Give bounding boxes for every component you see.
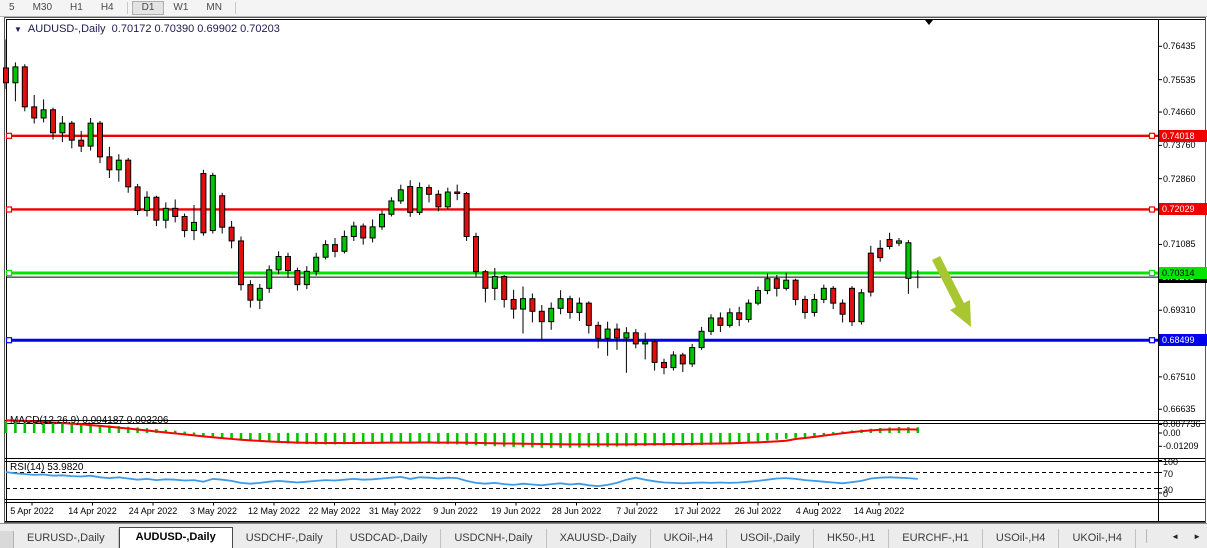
symbol-tab-audusddaily[interactable]: AUDUSD-,Daily xyxy=(118,527,233,548)
date-label: 17 Jul 2022 xyxy=(674,506,721,516)
timeframe-button-D1[interactable]: D1 xyxy=(131,1,165,15)
macd-tick: 0.007736 xyxy=(1163,419,1201,430)
tabbar-corner xyxy=(0,531,14,548)
chart-shift-marker-icon[interactable] xyxy=(925,20,933,25)
date-label: 26 Jul 2022 xyxy=(734,506,782,516)
symbol-tab-ukoilh4[interactable]: UKOil-,H4 xyxy=(1059,529,1136,548)
hline-handle[interactable] xyxy=(1148,206,1156,213)
symbol-tab-eurchfh1[interactable]: EURCHF-,H1 xyxy=(889,529,983,548)
chart-symbol-label: AUDUSD-,Daily xyxy=(27,23,106,35)
chart-title: ▼ AUDUSD-,Daily 0.70172 0.70390 0.69902 0… xyxy=(14,23,280,35)
timeframe-toolbar: 5 M30 H1 H4 D1 W1 MN xyxy=(0,0,1207,17)
price-badge-0.70314: 0.70314 xyxy=(1159,267,1207,279)
date-label: 14 Apr 2022 xyxy=(68,506,117,516)
hline-handle[interactable] xyxy=(1148,132,1156,139)
price-badge-0.72029: 0.72029 xyxy=(1159,203,1207,216)
price-tick: 0.76435 xyxy=(1163,41,1196,52)
symbol-tab-ukoilh4[interactable]: UKOil-,H4 xyxy=(651,529,728,548)
tabbar-separator xyxy=(1146,529,1148,543)
rsi-value: 53.9820 xyxy=(47,462,84,473)
price-tick: 0.71085 xyxy=(1163,239,1196,250)
price-tick: 0.75535 xyxy=(1163,74,1196,85)
symbol-tab-usoilh4[interactable]: USOil-,H4 xyxy=(983,529,1060,548)
symbol-tab-usdcnhdaily[interactable]: USDCNH-,Daily xyxy=(441,529,547,548)
date-label: 24 Apr 2022 xyxy=(128,506,178,516)
timeframe-button-5[interactable]: 5 xyxy=(9,2,15,13)
symbol-tab-xauusddaily[interactable]: XAUUSD-,Daily xyxy=(547,529,651,548)
symbol-tab-eurusddaily[interactable]: EURUSD-,Daily xyxy=(14,529,119,548)
date-label: 9 Jun 2022 xyxy=(433,506,478,516)
hline-handle[interactable] xyxy=(5,269,13,277)
timeframe-button-H4[interactable]: H4 xyxy=(100,2,114,13)
timeframe-button-MN[interactable]: MN xyxy=(206,2,222,13)
date-label: 22 May 2022 xyxy=(308,506,361,516)
symbol-tab-hk50h1[interactable]: HK50-,H1 xyxy=(814,529,890,548)
hline-handle[interactable] xyxy=(1148,269,1156,277)
price-tick: 0.72860 xyxy=(1163,173,1196,184)
price-tick: 0.74660 xyxy=(1163,107,1196,118)
macd-values: 0.004187 0.003206 xyxy=(82,415,169,426)
rsi-tick: 100 xyxy=(1163,456,1179,467)
toolbar-separator xyxy=(234,2,236,14)
symbol-tabbar: EURUSD-,Daily AUDUSD-,Daily USDCHF-,Daily U… xyxy=(0,523,1207,548)
chart-ohlc-values: 0.70172 0.70390 0.69902 0.70203 xyxy=(111,23,280,35)
hline-handle[interactable] xyxy=(5,206,13,213)
macd-tick: 0.00 xyxy=(1163,428,1181,438)
price-tick: 0.69310 xyxy=(1163,305,1196,316)
symbol-tab-usdcaddaily[interactable]: USDCAD-,Daily xyxy=(337,529,442,548)
date-label: 12 May 2022 xyxy=(247,506,301,516)
hline-handle[interactable] xyxy=(5,132,13,139)
price-tick: 0.73760 xyxy=(1163,140,1196,151)
date-label: 5 Apr 2022 xyxy=(10,506,54,516)
price-tick: 0.67510 xyxy=(1163,371,1196,382)
date-label: 31 May 2022 xyxy=(368,506,422,516)
macd-tick: -0.01209 xyxy=(1163,441,1199,452)
rsi-tick: 0 xyxy=(1163,489,1169,499)
macd-label: MACD(12,26,9) 0.004187 0.003206 xyxy=(10,415,169,426)
date-label: 4 Aug 2022 xyxy=(795,506,842,516)
price-badge-0.68499: 0.68499 xyxy=(1159,334,1207,347)
toolbar-separator xyxy=(126,2,128,14)
price-badge-0.74018: 0.74018 xyxy=(1159,129,1207,142)
date-label: 7 Jul 2022 xyxy=(616,506,658,516)
rsi-tick: 70 xyxy=(1163,468,1174,479)
symbol-tab-usoildaily[interactable]: USOil-,Daily xyxy=(727,529,814,548)
tab-scroll-right-button[interactable]: ► xyxy=(1193,531,1201,541)
rsi-label: RSI(14) 53.9820 xyxy=(10,462,84,473)
date-label: 14 Aug 2022 xyxy=(853,506,905,516)
symbol-tab-usdchfdaily[interactable]: USDCHF-,Daily xyxy=(233,529,337,548)
timeframe-button-H1[interactable]: H1 xyxy=(70,2,83,13)
hline-handle[interactable] xyxy=(1148,337,1156,344)
chart-collapse-icon[interactable]: ▼ xyxy=(14,25,22,34)
timeframe-button-M30[interactable]: M30 xyxy=(32,2,53,13)
hline-handle[interactable] xyxy=(5,337,13,344)
timeframe-button-W1[interactable]: W1 xyxy=(173,2,189,13)
rsi-tick: 30 xyxy=(1163,484,1174,495)
down-arrow-annotation[interactable] xyxy=(932,256,971,327)
date-label: 28 Jun 2022 xyxy=(551,506,602,516)
date-label: 19 Jun 2022 xyxy=(491,506,541,516)
date-label: 3 May 2022 xyxy=(189,506,238,516)
tab-scroll-left-button[interactable]: ◄ xyxy=(1171,531,1180,541)
price-tick: 0.66635 xyxy=(1163,404,1196,415)
